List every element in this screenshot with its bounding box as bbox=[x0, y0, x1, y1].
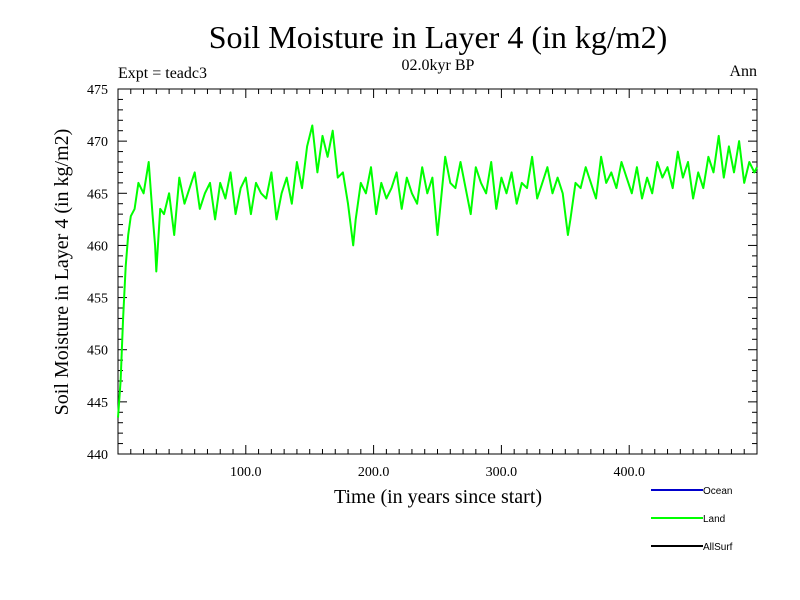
legend-label-allsurf: AllSurf bbox=[703, 542, 733, 553]
season-label: Ann bbox=[729, 63, 757, 80]
y-tick-label: 470 bbox=[87, 135, 108, 150]
x-tick-label: 200.0 bbox=[358, 465, 390, 480]
x-tick-label: 400.0 bbox=[613, 465, 645, 480]
y-tick-label: 450 bbox=[87, 344, 108, 359]
y-tick-label: 440 bbox=[87, 448, 108, 463]
plot-area bbox=[117, 88, 758, 455]
y-axis-label: Soil Moisture in Layer 4 (in kg/m2) bbox=[51, 129, 73, 416]
y-tick-label: 455 bbox=[87, 292, 108, 307]
legend-label-ocean: Ocean bbox=[703, 486, 732, 497]
experiment-label: Expt = teadc3 bbox=[118, 65, 207, 82]
chart-title: Soil Moisture in Layer 4 (in kg/m2) bbox=[209, 19, 668, 55]
y-tick-label: 465 bbox=[87, 187, 108, 202]
x-axis: 100.0 200.0 300.0 400.0 bbox=[130, 89, 745, 480]
y-axis: 440 445 450 455 460 465 470 475 bbox=[87, 83, 757, 463]
series-layer bbox=[117, 124, 758, 418]
x-tick-label: 300.0 bbox=[486, 465, 518, 480]
y-tick-label: 475 bbox=[87, 83, 108, 98]
y-tick-label: 460 bbox=[87, 239, 108, 254]
series-line-land bbox=[117, 124, 758, 418]
x-axis-label: Time (in years since start) bbox=[334, 486, 542, 508]
legend: Ocean Land AllSurf bbox=[651, 486, 733, 553]
y-tick-label: 445 bbox=[87, 396, 108, 411]
legend-label-land: Land bbox=[703, 514, 725, 525]
x-tick-label: 100.0 bbox=[230, 465, 262, 480]
chart-subtitle: 02.0kyr BP bbox=[402, 57, 475, 74]
plot-frame bbox=[117, 88, 758, 455]
